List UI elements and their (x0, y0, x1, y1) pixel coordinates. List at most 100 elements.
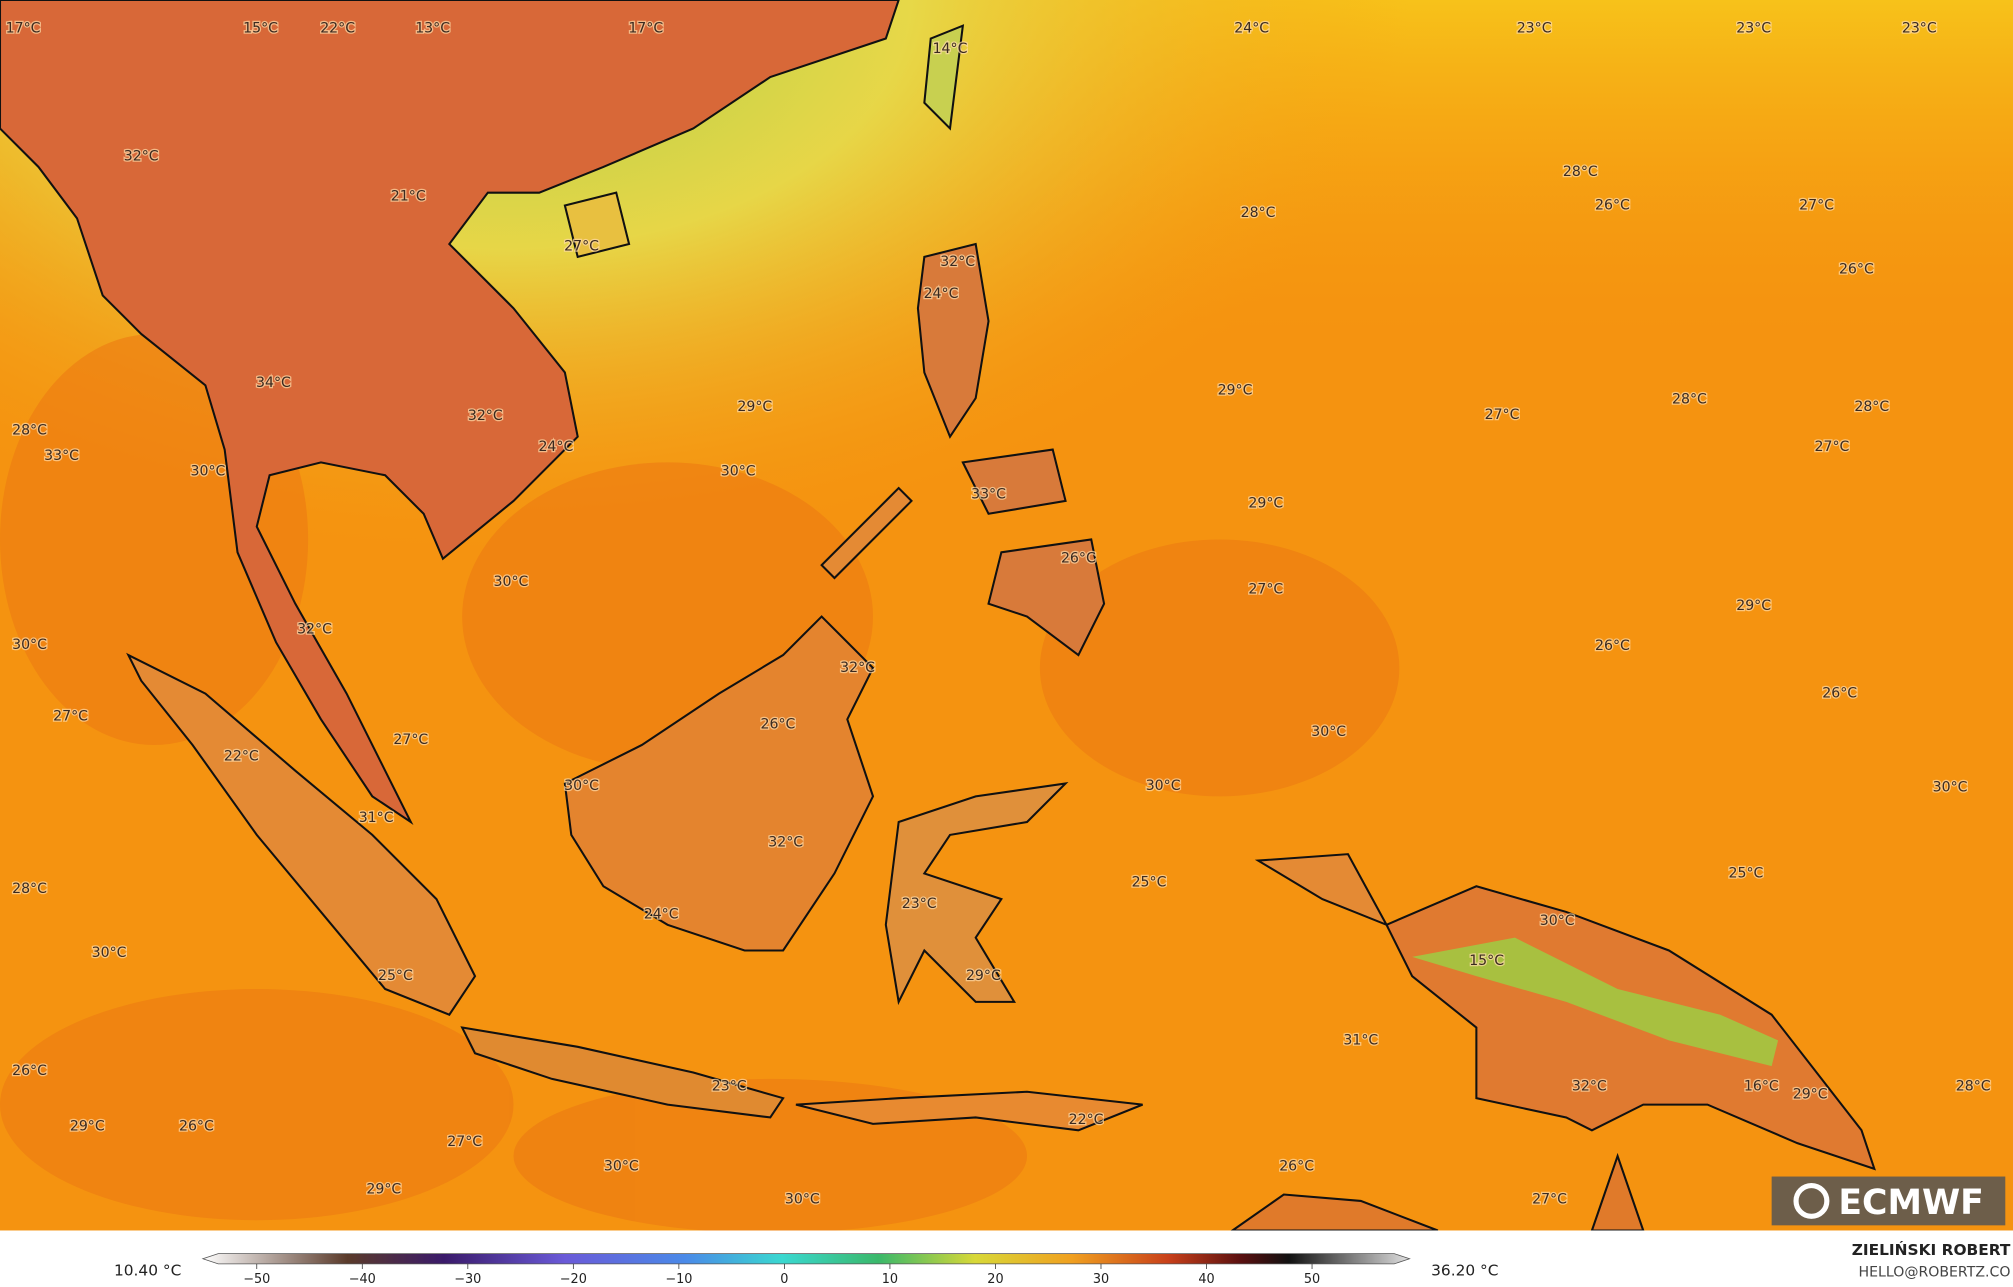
temp-label: 28°C (1672, 391, 1707, 407)
colorbar-tick-label: 50 (1304, 1272, 1320, 1287)
credit-email: HELLO@ROBERTZ.CO (1859, 1265, 2011, 1281)
colorbar-tick-label: 0 (780, 1272, 788, 1287)
temp-label: 27°C (564, 239, 599, 255)
temp-label: 33°C (971, 487, 1006, 503)
logo: ECMWF (1771, 1176, 2006, 1226)
temp-label: 25°C (1132, 874, 1167, 890)
temp-label: 22°C (224, 749, 259, 765)
temp-label: 31°C (359, 810, 394, 826)
temp-label: 27°C (1248, 582, 1283, 598)
temp-label: 23°C (902, 896, 937, 912)
temp-label: 21°C (391, 189, 426, 205)
temp-label: 30°C (721, 463, 756, 479)
temp-label: 30°C (1540, 913, 1575, 929)
min-label: 10.40 °C (114, 1261, 181, 1279)
colorbar-tick-label: 30 (1093, 1272, 1109, 1287)
colorbar-ticks: −50 −40 −30 −20 −10 0 10 20 30 40 50 (243, 1263, 1320, 1287)
temp-label: 26°C (761, 716, 796, 732)
temp-label: 32°C (940, 254, 975, 270)
temp-label: 29°C (1248, 495, 1283, 511)
temp-label: 30°C (1933, 779, 1968, 795)
coastlines (0, 0, 1876, 1232)
temp-label: 29°C (737, 399, 772, 415)
temp-label: 30°C (1311, 724, 1346, 740)
temp-label: 25°C (378, 968, 413, 984)
temp-label: 28°C (1854, 399, 1889, 415)
temp-label: 28°C (1563, 164, 1598, 180)
temp-label: 15°C (1469, 953, 1504, 969)
temp-label: 29°C (366, 1181, 401, 1197)
temp-label: 27°C (1799, 198, 1834, 214)
temp-label: 17°C (628, 20, 663, 36)
colorbar-tick-label: 20 (987, 1272, 1003, 1287)
temp-label: 32°C (297, 621, 332, 637)
colorbar-tick-label: −20 (560, 1272, 587, 1287)
temp-label: 30°C (494, 574, 529, 590)
temp-label: 23°C (1517, 20, 1552, 36)
temp-label: 13°C (415, 20, 450, 36)
temp-label: 22°C (320, 20, 355, 36)
temp-label: 24°C (644, 907, 679, 923)
temp-label: 27°C (1532, 1192, 1567, 1208)
temp-label: 22°C (1069, 1112, 1104, 1128)
temp-label: 25°C (1729, 865, 1764, 881)
temp-label: 23°C (1736, 20, 1771, 36)
temp-label: 28°C (12, 422, 47, 438)
temp-label: 30°C (604, 1158, 639, 1174)
temp-label: 32°C (124, 149, 159, 165)
temp-label: 27°C (447, 1134, 482, 1150)
temp-label: 28°C (1241, 205, 1276, 221)
colorbar-tick-label: −40 (349, 1272, 376, 1287)
temp-label: 32°C (468, 408, 503, 424)
temp-label: 30°C (785, 1192, 820, 1208)
temp-label: 29°C (1793, 1086, 1828, 1102)
logo-text: ECMWF (1838, 1183, 1983, 1223)
temp-label: 27°C (393, 732, 428, 748)
temp-label: 16°C (1744, 1079, 1779, 1095)
temp-label: 30°C (12, 637, 47, 653)
credit-name: ZIELIŃSKI ROBERT (1852, 1240, 2011, 1259)
colorbar-tick-label: 40 (1198, 1272, 1214, 1287)
temp-label: 27°C (1815, 439, 1850, 455)
colorbar-tick-label: −30 (454, 1272, 481, 1287)
temp-label: 23°C (1902, 20, 1937, 36)
temperature-labels: 17°C 15°C 22°C 13°C 17°C 14°C 24°C 23°C 23°C 23°C… (4, 19, 1992, 1209)
temp-label: 29°C (966, 968, 1001, 984)
max-label: 36.20 °C (1431, 1261, 1498, 1279)
temp-label: 32°C (1572, 1079, 1607, 1095)
temp-label: 28°C (12, 881, 47, 897)
temp-label: 15°C (243, 20, 278, 36)
temp-label: 26°C (12, 1063, 47, 1079)
temp-label: 26°C (1279, 1158, 1314, 1174)
temp-label: 31°C (1343, 1032, 1378, 1048)
temp-label: 26°C (179, 1118, 214, 1134)
colorbar (201, 1253, 1411, 1265)
temp-label: 24°C (538, 439, 573, 455)
temp-label: 26°C (1595, 198, 1630, 214)
temp-label: 24°C (1234, 20, 1269, 36)
temp-label: 32°C (768, 835, 803, 851)
temp-label: 27°C (53, 709, 88, 725)
temp-label: 26°C (1822, 686, 1857, 702)
temp-label: 30°C (92, 945, 127, 961)
temp-label: 30°C (1146, 778, 1181, 794)
temp-label: 30°C (191, 463, 226, 479)
temp-label: 23°C (712, 1079, 747, 1095)
temp-label: 30°C (564, 778, 599, 794)
colorbar-tick-label: −10 (665, 1272, 692, 1287)
temp-label: 26°C (1061, 551, 1096, 567)
temp-label: 17°C (6, 20, 41, 36)
temp-label: 26°C (1595, 638, 1630, 654)
temp-label: 29°C (1218, 382, 1253, 398)
temp-label: 33°C (44, 448, 79, 464)
temp-label: 14°C (933, 41, 968, 57)
temp-label: 29°C (70, 1118, 105, 1134)
temp-label: 32°C (840, 660, 875, 676)
temp-label: 29°C (1736, 598, 1771, 614)
temp-label: 27°C (1485, 407, 1520, 423)
colorbar-tick-label: 10 (882, 1272, 898, 1287)
temp-label: 24°C (924, 286, 959, 302)
